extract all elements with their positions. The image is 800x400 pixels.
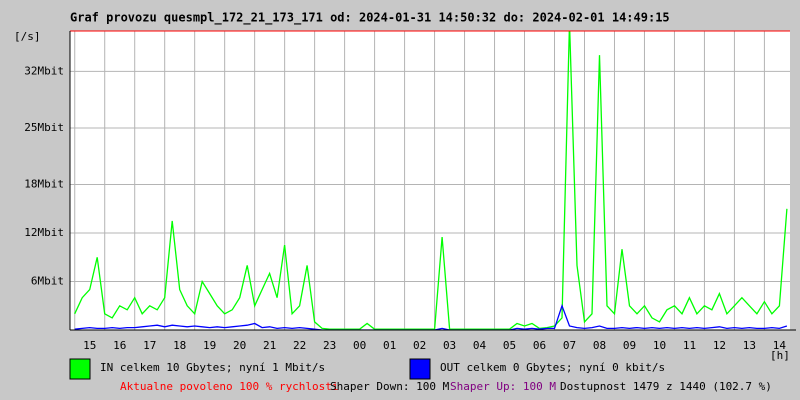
legend-label: IN celkem 10 Gbytes; nyní 1 Mbit/s xyxy=(100,361,325,374)
x-tick-label: 23 xyxy=(323,339,336,352)
x-axis-label: [h] xyxy=(770,349,790,362)
x-tick-label: 18 xyxy=(173,339,186,352)
x-tick-label: 22 xyxy=(293,339,306,352)
plot-area xyxy=(70,31,790,330)
x-tick-label: 14 xyxy=(773,339,787,352)
x-tick-label: 01 xyxy=(383,339,396,352)
x-tick-label: 07 xyxy=(563,339,576,352)
series-line xyxy=(74,303,788,330)
x-tick-label: 08 xyxy=(593,339,606,352)
x-tick-label: 11 xyxy=(683,339,696,352)
legend-swatch xyxy=(409,358,431,380)
legend-swatch xyxy=(69,358,91,380)
y-tick-label: 12Mbit xyxy=(24,226,64,239)
footer-note: Shaper Down: 100 M xyxy=(330,380,450,393)
x-tick-label: 12 xyxy=(713,339,726,352)
chart-title: Graf provozu quesmpl_172_21_173_171 od: … xyxy=(70,11,670,26)
y-tick-label: 18Mbit xyxy=(24,178,64,191)
legend-label: OUT celkem 0 Gbytes; nyní 0 kbit/s xyxy=(440,361,665,374)
x-tick-label: 03 xyxy=(443,339,456,352)
x-tick-label: 05 xyxy=(503,339,516,352)
x-tick-label: 21 xyxy=(263,339,276,352)
footer-note: Aktualne povoleno 100 % rychlosti xyxy=(120,380,339,393)
x-tick-label: 19 xyxy=(203,339,216,352)
series-group xyxy=(74,31,788,330)
footer-note: Shaper Up: 100 M xyxy=(450,380,556,393)
x-tick-label: 15 xyxy=(83,339,96,352)
x-tick-label: 10 xyxy=(653,339,666,352)
x-tick-label: 20 xyxy=(233,339,246,352)
x-tick-label: 17 xyxy=(143,339,156,352)
series-line xyxy=(74,31,788,330)
legend: IN celkem 10 Gbytes; nyní 1 Mbit/s OUT ce… xyxy=(69,358,665,380)
x-tick-label: 06 xyxy=(533,339,546,352)
y-axis-label: [/s] xyxy=(14,30,41,43)
x-tick-label: 13 xyxy=(743,339,756,352)
x-tick-label: 02 xyxy=(413,339,426,352)
footer-note: Dostupnost 1479 z 1440 (102.7 %) xyxy=(560,380,772,393)
x-tick-label: 09 xyxy=(623,339,636,352)
y-tick-label: 32Mbit xyxy=(24,64,64,77)
x-tick-label: 04 xyxy=(473,339,487,352)
grid xyxy=(70,31,790,330)
x-tick-label: 00 xyxy=(353,339,366,352)
y-tick-label: 6Mbit xyxy=(31,275,64,288)
x-tick-label: 16 xyxy=(113,339,126,352)
y-tick-label: 25Mbit xyxy=(24,121,64,134)
